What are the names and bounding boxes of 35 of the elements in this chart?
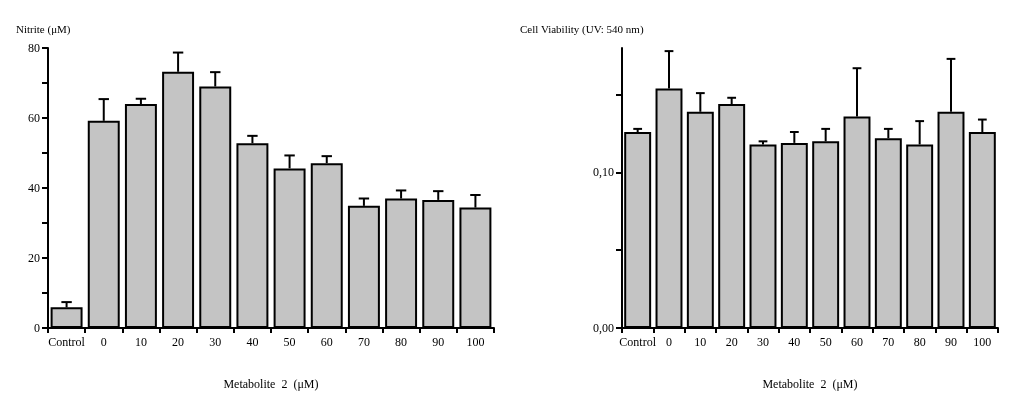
y-tick-label: 0,00 [593, 321, 614, 335]
x-tick-label: 20 [172, 335, 185, 349]
x-tick-label: 10 [694, 335, 707, 349]
x-tick-label: 0 [666, 335, 672, 349]
x-tick-label: 80 [913, 335, 926, 349]
x-tick-label: 70 [882, 335, 895, 349]
y-tick-label: 80 [28, 41, 40, 55]
x-tick-label: 60 [320, 335, 333, 349]
x-tick-label: 90 [945, 335, 957, 349]
y-tick-label: 0,10 [593, 165, 614, 180]
x-tick-label: 50 [819, 335, 832, 349]
x-tick-label: Control [619, 335, 657, 349]
x-tick-label: 30 [757, 335, 769, 349]
x-axis-title: Metabolite 2 (μM) [223, 377, 319, 391]
x-tick-label: 60 [851, 335, 863, 349]
y-axis-title: Nitrite (μM) [16, 22, 71, 36]
x-tick-label: 20 [725, 335, 738, 349]
y-tick-label: 0 [34, 321, 40, 335]
x-tick-label: 50 [283, 335, 296, 349]
x-tick-label: 10 [134, 335, 147, 349]
y-tick-label: 60 [28, 111, 40, 125]
x-tick-label: 70 [357, 335, 370, 349]
x-axis-title: Metabolite 2 (μM) [762, 377, 858, 391]
x-tick-label: Control [48, 335, 86, 349]
x-tick-label: 30 [209, 335, 222, 349]
y-tick-label: 40 [28, 181, 40, 195]
x-tick-label: 80 [395, 335, 408, 349]
x-tick-label: 100 [973, 335, 992, 349]
y-axis-title: Cell Viability (UV: 540 nm) [520, 22, 644, 36]
x-tick-label: 40 [788, 335, 801, 349]
x-tick-label: 0 [100, 335, 107, 349]
x-tick-label: 100 [466, 335, 485, 349]
y-tick-label: 20 [28, 251, 40, 265]
x-tick-label: 40 [246, 335, 259, 349]
x-tick-label: 90 [432, 335, 445, 349]
